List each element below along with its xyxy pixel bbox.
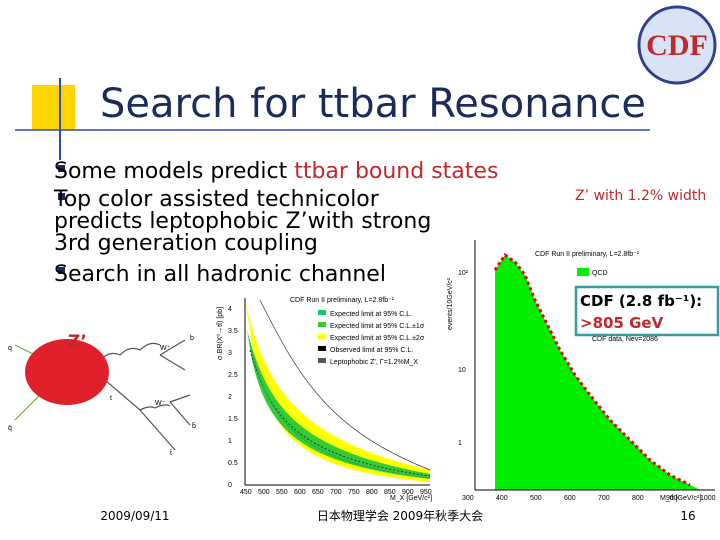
feynman [14,339,191,451]
y-tick-label: 1.5 [228,416,238,423]
particle-label: q [8,345,12,352]
logo: CDF [637,5,717,85]
x-tick-label: 700 [330,489,342,496]
y-tick-label: 0.5 [228,460,238,467]
particle-label: b̄ [192,422,196,430]
x-tick-label: 900 [666,495,678,502]
legend-swatch [318,334,326,339]
y-tick-label: 2.5 [228,372,238,379]
y-tick-label: 4 [228,306,232,313]
x-tick-label: 400 [496,495,508,502]
bullet: Top color assisted technicolor predicts … [53,187,438,256]
deco-square [32,85,75,130]
x-tick-label: 300 [462,495,474,502]
y-tick-label: 10² [458,270,469,277]
legend-swatch [318,358,326,363]
limit-plot [232,290,432,495]
x-tick-label: 450 [240,489,252,496]
legend-entry: CDF data, Nev=2086 [592,336,658,343]
mass-plot [440,238,720,500]
legend-swatch [318,346,326,351]
legend-entry: Expected limit at 95% C.L.±2σ [330,335,425,342]
y-tick-label: 1 [228,438,232,445]
particle-label: t [110,395,112,402]
particle-label: t̄ [170,449,172,457]
y-tick-label: 1 [458,440,462,447]
result-box [574,285,720,337]
footer-page: 16 [680,509,695,523]
y-tick-label: 3.5 [228,328,238,335]
x-tick-label: 800 [632,495,644,502]
axis-label: events/10GeV/c² [447,277,454,330]
particle-label: q̄ [8,425,12,432]
particle-label: W⁺ [160,345,171,352]
legend-entry: Expected limit at 95% C.L. [330,311,412,318]
plot-title: CDF Run II preliminary, L=2.8fb⁻¹ [535,251,640,258]
legend-entry: Observed limit at 95% C.L. [330,347,413,354]
result-text: >805 GeV [580,314,664,332]
axis-label: M_tt̄ [GeV/c²] [660,494,701,502]
bullet: Some models predict ttbar bound states [54,159,498,184]
x-tick-label: 650 [312,489,324,496]
result-text: CDF (2.8 fb⁻¹): [580,292,702,310]
legend-swatch [318,322,326,327]
axis-label: M_X [GeV/c²] [390,495,432,502]
y-tick-label: 0 [228,482,232,489]
legend-entry: QCD [592,270,608,277]
axis-label: σ·BR(X⁰→tt̄) [pb] [216,307,224,360]
y-tick-label: 10 [458,367,466,374]
x-tick-label: 850 [384,489,396,496]
x-tick-label: 800 [366,489,378,496]
bullet-highlight: ttbar bound states [294,159,498,184]
x-tick-label: 1000 [700,495,716,502]
x-tick-label: 950 [420,489,432,496]
bullets: Some models predict ttbar bound states T… [53,159,498,287]
x-tick-label: 900 [402,489,414,496]
x-tick-label: 600 [294,489,306,496]
legend-entry: Expected limit at 95% C.L.±1σ [330,323,425,330]
x-tick-label: 600 [564,495,576,502]
bullet: Search in all hadronic channel [54,262,386,287]
x-tick-label: 750 [348,489,360,496]
plot-title: CDF Run II preliminary, L=2.8fb⁻¹ [290,297,395,304]
x-tick-label: 500 [530,495,542,502]
logo-text: CDF [646,29,708,62]
x-tick-label: 500 [258,489,270,496]
title: Search for ttbar Resonance [100,81,646,127]
bullet-text: Some models predict [54,159,294,184]
y-tick-label: 3 [228,350,232,357]
particle-label: W⁻ [155,400,166,407]
x-tick-label: 550 [276,489,288,496]
x-tick-label: 700 [598,495,610,502]
particle-label: b [190,335,194,342]
footer-event: 日本物理学会 2009年秋季大会 [317,508,483,523]
footer-date: 2009/09/11 [100,509,169,523]
y-tick-label: 2 [228,394,232,401]
legend-swatch [318,310,326,315]
diagram-label: Z’ [68,332,87,352]
width-note: Z’ with 1.2% width [575,188,706,204]
legend-entry: Leptophobic Z’, Γ=1.2%M_X [330,359,418,366]
